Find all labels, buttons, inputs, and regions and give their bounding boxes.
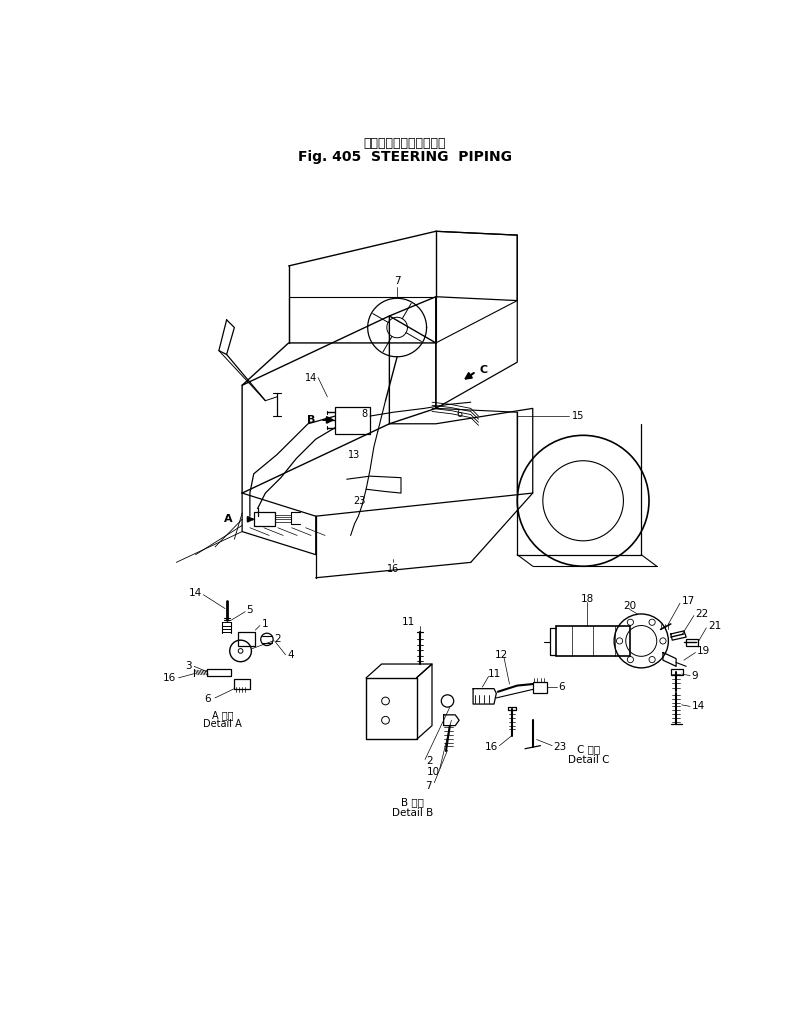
Text: 18: 18 (581, 594, 593, 604)
Text: B: B (307, 415, 316, 425)
Text: 14: 14 (189, 589, 201, 598)
Text: Detail A: Detail A (203, 719, 242, 730)
Text: 23: 23 (554, 742, 567, 752)
Text: 6: 6 (559, 682, 565, 693)
Text: 21: 21 (708, 622, 721, 631)
Text: 4: 4 (287, 649, 294, 660)
Text: 16: 16 (387, 564, 400, 573)
Text: 3: 3 (185, 662, 192, 671)
Text: 19: 19 (697, 646, 710, 655)
Text: 13: 13 (348, 450, 361, 460)
Text: 14: 14 (305, 372, 318, 383)
Text: 5: 5 (246, 605, 253, 615)
Text: 8: 8 (362, 409, 367, 419)
Text: B 詳細: B 詳細 (401, 797, 424, 808)
Text: 15: 15 (571, 411, 584, 421)
Text: 20: 20 (623, 601, 636, 611)
Text: C: C (480, 365, 487, 375)
Text: A: A (224, 514, 233, 524)
Bar (532, 682, 547, 693)
Text: 16: 16 (163, 673, 176, 683)
Text: 14: 14 (691, 702, 705, 711)
Text: Detail C: Detail C (568, 755, 609, 766)
Text: 11: 11 (402, 617, 416, 628)
Text: ステアリングパイピング: ステアリングパイピング (363, 137, 446, 150)
Bar (254, 512, 276, 526)
Bar (239, 632, 255, 645)
Text: 2: 2 (427, 756, 433, 766)
Text: Fig. 405  STEERING  PIPING: Fig. 405 STEERING PIPING (298, 149, 512, 164)
Text: 6: 6 (457, 409, 463, 419)
Bar (235, 679, 250, 688)
Text: 10: 10 (427, 767, 440, 777)
Text: 22: 22 (695, 609, 709, 619)
Bar (556, 627, 630, 655)
Text: 11: 11 (487, 669, 501, 679)
Text: 16: 16 (484, 742, 498, 752)
Text: 1: 1 (261, 619, 268, 629)
Text: 7: 7 (393, 277, 401, 286)
Text: 7: 7 (425, 781, 431, 790)
Text: 9: 9 (691, 671, 698, 680)
Text: C 詳細: C 詳細 (577, 745, 600, 754)
Text: Detail B: Detail B (392, 809, 433, 818)
Bar (687, 639, 698, 645)
Bar (335, 406, 370, 434)
Text: 23: 23 (354, 496, 366, 506)
Text: 6: 6 (204, 695, 211, 705)
Text: 2: 2 (275, 635, 281, 644)
Text: A 詳細: A 詳細 (212, 710, 234, 720)
Text: 12: 12 (495, 649, 509, 660)
Text: 17: 17 (682, 596, 694, 606)
Bar (671, 669, 683, 675)
